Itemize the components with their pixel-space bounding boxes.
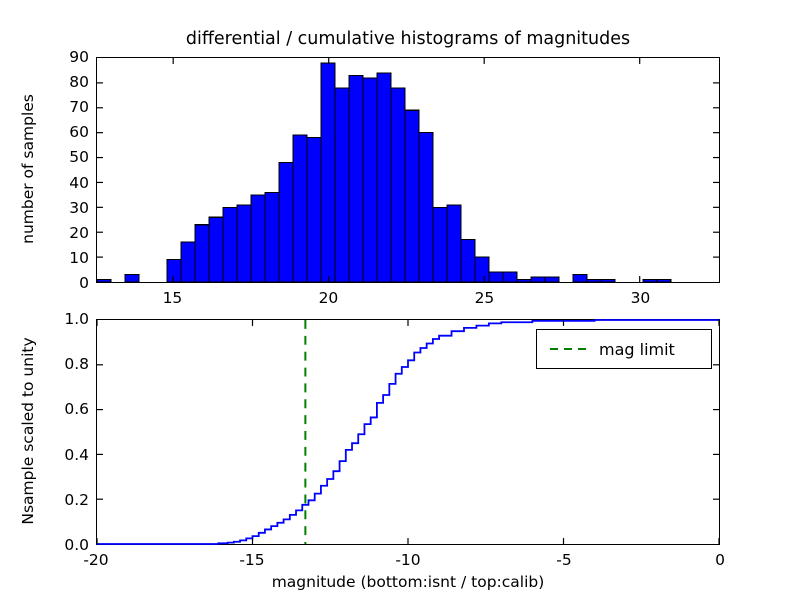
top-x-tick: 25 — [474, 289, 495, 307]
histogram-bar — [264, 191, 280, 283]
histogram-bar — [96, 278, 112, 283]
top-y-axis-label: number of samples — [19, 94, 37, 244]
bottom-x-axis-label: magnitude (bottom:isnt / top:calib) — [271, 573, 545, 591]
histogram-bar — [404, 109, 420, 283]
histogram-bar — [600, 278, 616, 283]
histogram-bar — [474, 256, 490, 283]
top-histogram-axes — [96, 57, 720, 283]
histogram-bar — [306, 137, 322, 283]
bottom-x-tick: 0 — [715, 551, 725, 569]
top-y-tick: 40 — [69, 173, 89, 192]
bottom-y-tick: 0.2 — [64, 490, 89, 509]
histogram-bar — [418, 132, 434, 283]
top-y-tick: 10 — [69, 248, 89, 267]
top-y-tick: 20 — [69, 223, 89, 242]
legend: mag limit — [536, 329, 712, 369]
histogram-bar — [334, 87, 350, 283]
top-y-tick: 80 — [69, 73, 89, 92]
histogram-bar — [124, 273, 140, 283]
histogram-bar — [208, 216, 224, 283]
top-y-tick: 0 — [79, 274, 89, 292]
histogram-bar — [376, 72, 392, 283]
cumulative-plot-area — [96, 319, 720, 545]
histogram-bar — [572, 273, 588, 283]
histogram-bar — [180, 241, 196, 283]
bottom-y-tick: 0.4 — [64, 445, 89, 464]
histogram-bar — [278, 161, 294, 283]
bottom-y-tick: 1.0 — [64, 310, 89, 328]
histogram-bar — [166, 259, 182, 283]
histogram-bar — [222, 206, 238, 283]
top-x-tick: 30 — [630, 289, 651, 307]
histogram-bar — [250, 194, 266, 283]
histogram-bar — [446, 204, 462, 283]
top-y-tick: 60 — [69, 123, 89, 142]
bottom-x-tick: -10 — [395, 551, 421, 569]
histogram-bar — [236, 204, 252, 283]
top-y-tick: 70 — [69, 98, 89, 117]
histogram-bar — [362, 77, 378, 283]
bottom-y-tick: 0.6 — [64, 400, 89, 419]
top-y-tick: 30 — [69, 198, 89, 217]
histogram-bar — [642, 278, 658, 283]
histogram-bar — [516, 278, 532, 283]
histogram-bar — [432, 206, 448, 283]
histogram-bar — [194, 224, 210, 283]
histogram-bar — [460, 239, 476, 283]
top-x-tick: 20 — [318, 289, 339, 307]
histogram-bar — [502, 271, 518, 283]
top-y-tick: 50 — [69, 148, 89, 167]
top-x-tick: 15 — [162, 289, 183, 307]
bottom-y-tick: 0.8 — [64, 355, 89, 374]
histogram-bar — [656, 278, 672, 283]
bottom-y-axis-label: Nsample scaled to unity — [19, 337, 37, 525]
histogram-bar — [544, 276, 560, 283]
legend-label-mag-limit: mag limit — [599, 339, 675, 359]
figure-title: differential / cumulative histograms of … — [185, 29, 631, 49]
histogram-plot-area — [96, 58, 719, 283]
histogram-bar — [320, 62, 336, 283]
cumulative-step-line — [97, 319, 719, 545]
histogram-bar — [530, 276, 546, 283]
bottom-x-tick: -15 — [239, 551, 265, 569]
bottom-x-tick: -20 — [83, 551, 109, 569]
histogram-bar — [292, 134, 308, 283]
histogram-bar — [348, 74, 364, 283]
top-y-tick: 90 — [69, 48, 89, 66]
bottom-x-tick: -5 — [556, 551, 572, 569]
bottom-y-tick: 0.0 — [64, 536, 89, 554]
histogram-bar — [390, 87, 406, 283]
histogram-bar — [488, 271, 504, 283]
histogram-bar — [586, 278, 602, 283]
mag-limit-dashed-line-icon — [550, 348, 586, 350]
